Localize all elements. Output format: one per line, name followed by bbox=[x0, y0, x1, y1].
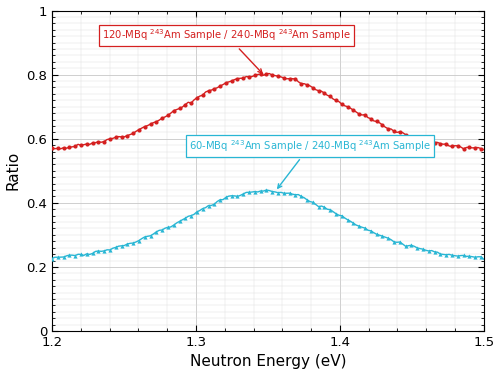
X-axis label: Neutron Energy (eV): Neutron Energy (eV) bbox=[190, 354, 346, 369]
Text: 60-MBq $^{243}$Am Sample / 240-MBq $^{243}$Am Sample: 60-MBq $^{243}$Am Sample / 240-MBq $^{24… bbox=[188, 138, 431, 188]
Text: 120-MBq $^{243}$Am Sample / 240-MBq $^{243}$Am Sample: 120-MBq $^{243}$Am Sample / 240-MBq $^{2… bbox=[102, 28, 351, 73]
Y-axis label: Ratio: Ratio bbox=[6, 151, 20, 190]
